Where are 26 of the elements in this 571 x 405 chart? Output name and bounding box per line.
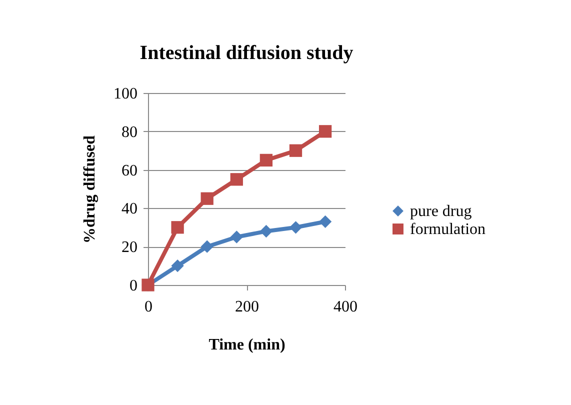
legend-label: formulation [410,221,486,238]
x-tick-label: 200 [235,298,259,316]
point [318,125,332,138]
x-axis-title: Time (min) [208,336,286,354]
point [230,173,243,186]
point [260,154,273,167]
point [260,224,273,238]
point [200,192,214,205]
point [289,221,302,234]
x-tick-label: 400 [334,298,358,316]
y-tick-label: 60 [122,162,138,180]
y-tick-label: 100 [114,86,138,102]
y-tick-label: 20 [122,239,138,256]
y-tick-label: 40 [122,200,138,218]
legend-label: pure drug [410,203,472,220]
point [230,230,243,244]
point [171,259,184,272]
y-tick-label: 0 [130,278,138,294]
y-axis-title: %drug diffused [82,135,98,244]
point [318,215,332,228]
x-tick-label: 0 [144,298,152,316]
point [289,144,302,157]
point [171,221,184,234]
y-tick-label: 80 [122,124,138,141]
chart-title: Intestinal diffusion study [140,42,354,64]
point [200,240,214,253]
